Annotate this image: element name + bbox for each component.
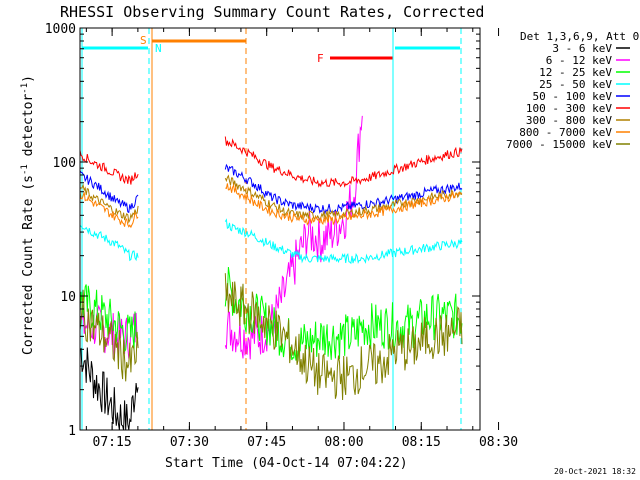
x-tick-label: 07:45	[247, 435, 286, 450]
y-axis-label-main: Corrected Count Rate (s	[21, 175, 36, 355]
x-tick-label: 08:00	[324, 435, 363, 450]
y-tick-label: 1000	[45, 22, 76, 37]
series-line-7	[79, 183, 463, 229]
legend-label: 3 - 6 keV	[552, 42, 612, 55]
series-line-0	[79, 347, 139, 431]
annotation-f: F	[317, 52, 324, 65]
legend-label: 12 - 25 keV	[539, 66, 612, 79]
plot-area: SN F	[81, 28, 462, 430]
legend-label: 6 - 12 keV	[546, 54, 613, 67]
chart-marks	[79, 115, 463, 431]
y-axis-label-sup1: -1	[20, 164, 30, 175]
plot-frame	[79, 27, 481, 431]
annotation-s: S	[140, 34, 147, 47]
y-axis-label-sup2: -1	[20, 83, 30, 94]
y-axis-label-mid: detector	[21, 94, 36, 165]
legend-header: Det 1,3,6,9, Att 0	[520, 30, 639, 43]
footer-timestamp: 20-Oct-2021 18:32	[554, 467, 636, 476]
y-tick-label: 10	[60, 290, 76, 305]
series-line-5	[79, 136, 463, 188]
y-axis-label-end: )	[21, 75, 36, 83]
x-tick-label: 08:15	[402, 435, 441, 450]
y-tick-label: 1	[68, 424, 76, 439]
legend-label: 50 - 100 keV	[533, 90, 613, 103]
legend-label: 7000 - 15000 keV	[506, 138, 612, 151]
legend-label: 100 - 300 keV	[526, 102, 612, 115]
series-line-3	[79, 218, 463, 265]
x-tick-label: 08:30	[479, 435, 518, 450]
legend-label: 800 - 7000 keV	[519, 126, 612, 139]
legend-label: 300 - 800 keV	[526, 114, 612, 127]
legend-label: 25 - 50 keV	[539, 78, 612, 91]
x-tick-label: 07:30	[170, 435, 209, 450]
y-axis-label: Corrected Count Rate (s-1 detector-1)	[20, 75, 36, 355]
series-line-8	[79, 273, 463, 401]
axes: 1 10 100 1000 07:15 07:30 07:45 08:00 08:15 08:30	[45, 22, 518, 450]
x-axis-label: Start Time (04-Oct-14 07:04:22)	[165, 456, 408, 471]
chart-title: RHESSI Observing Summary Count Rates, Co…	[60, 3, 484, 21]
series-line-4	[79, 163, 463, 215]
y-tick-label: 100	[53, 156, 76, 171]
x-tick-label: 07:15	[93, 435, 132, 450]
series-line-2	[79, 266, 463, 362]
annotation-n: N	[155, 42, 162, 55]
series-line-6	[79, 174, 463, 224]
